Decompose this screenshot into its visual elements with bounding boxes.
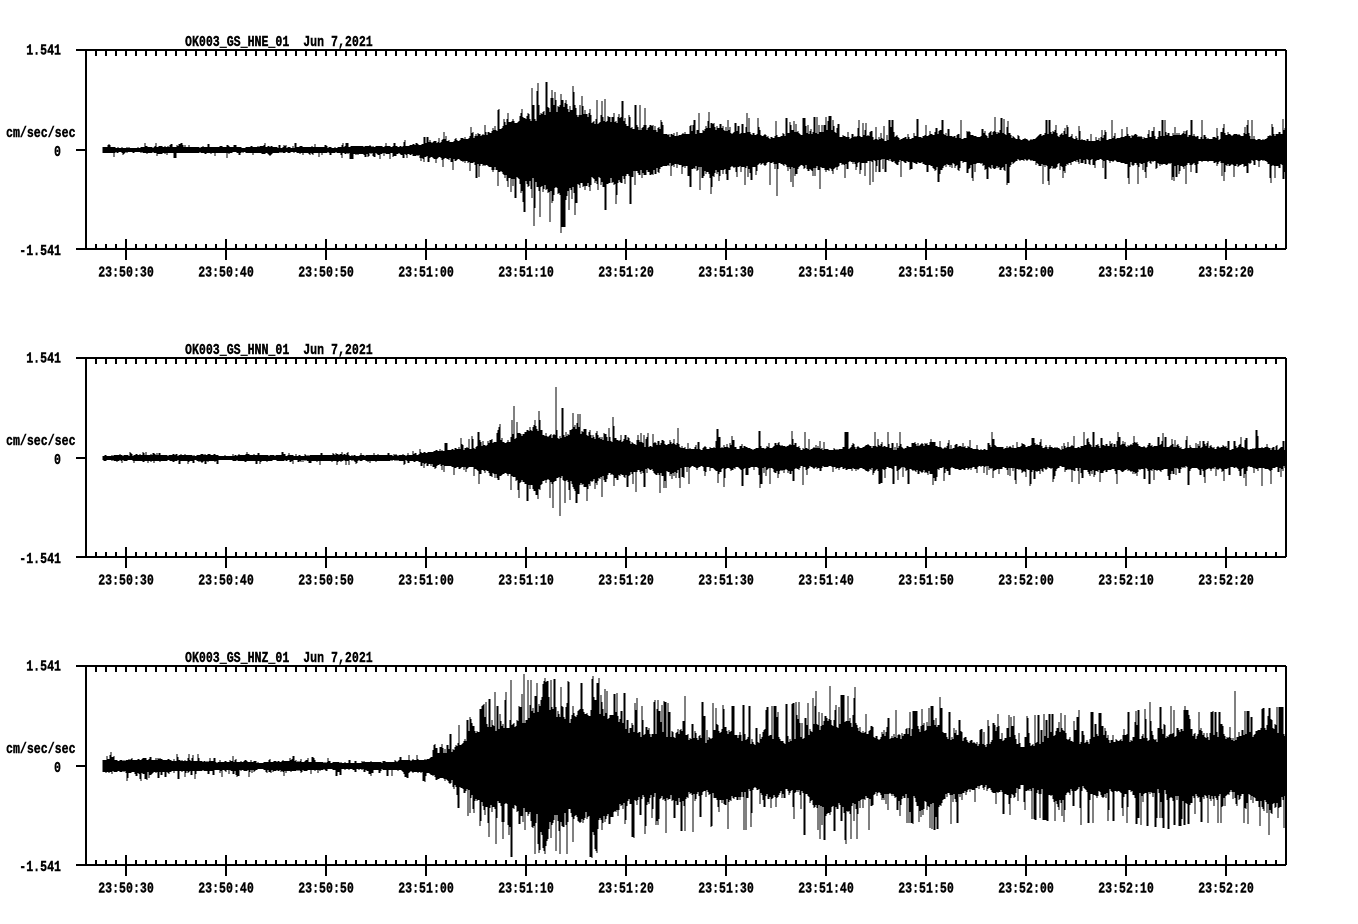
svg-text:1.541: 1.541 [26, 43, 61, 60]
svg-text:23:51:20: 23:51:20 [598, 573, 654, 590]
svg-text:23:51:20: 23:51:20 [598, 265, 654, 282]
svg-text:1.541: 1.541 [26, 659, 61, 676]
svg-text:23:52:10: 23:52:10 [1098, 265, 1154, 282]
svg-text:23:50:30: 23:50:30 [98, 265, 154, 282]
svg-text:23:52:20: 23:52:20 [1198, 573, 1254, 590]
svg-text:OK003_GS_HNZ_01 Jun 7,2021: OK003_GS_HNZ_01 Jun 7,2021 [185, 651, 373, 668]
svg-text:23:52:10: 23:52:10 [1098, 573, 1154, 590]
svg-text:0: 0 [54, 761, 61, 778]
svg-text:23:51:00: 23:51:00 [398, 573, 454, 590]
svg-text:0: 0 [54, 145, 61, 162]
svg-text:cm/sec/sec: cm/sec/sec [6, 126, 76, 143]
svg-text:23:50:40: 23:50:40 [198, 573, 254, 590]
svg-text:23:50:50: 23:50:50 [298, 881, 354, 898]
svg-text:23:52:00: 23:52:00 [998, 265, 1054, 282]
svg-text:23:51:30: 23:51:30 [698, 573, 754, 590]
svg-text:23:51:50: 23:51:50 [898, 265, 954, 282]
svg-text:23:50:40: 23:50:40 [198, 881, 254, 898]
svg-text:1.541: 1.541 [26, 351, 61, 368]
svg-text:23:52:00: 23:52:00 [998, 573, 1054, 590]
svg-text:-1.541: -1.541 [19, 244, 61, 261]
svg-text:23:51:30: 23:51:30 [698, 881, 754, 898]
svg-text:-1.541: -1.541 [19, 860, 61, 877]
svg-text:23:51:20: 23:51:20 [598, 881, 654, 898]
svg-text:23:51:30: 23:51:30 [698, 265, 754, 282]
svg-text:23:50:50: 23:50:50 [298, 573, 354, 590]
svg-text:23:51:00: 23:51:00 [398, 265, 454, 282]
svg-text:cm/sec/sec: cm/sec/sec [6, 434, 76, 451]
svg-text:OK003_GS_HNN_01 Jun 7,2021: OK003_GS_HNN_01 Jun 7,2021 [185, 343, 373, 360]
svg-text:23:52:10: 23:52:10 [1098, 881, 1154, 898]
svg-text:23:51:50: 23:51:50 [898, 881, 954, 898]
svg-text:23:51:40: 23:51:40 [798, 881, 854, 898]
svg-text:23:51:40: 23:51:40 [798, 265, 854, 282]
svg-text:23:51:50: 23:51:50 [898, 573, 954, 590]
svg-text:0: 0 [54, 453, 61, 470]
svg-text:OK003_GS_HNE_01 Jun 7,2021: OK003_GS_HNE_01 Jun 7,2021 [185, 35, 373, 52]
svg-text:23:52:20: 23:52:20 [1198, 265, 1254, 282]
svg-text:23:52:20: 23:52:20 [1198, 881, 1254, 898]
svg-text:23:51:00: 23:51:00 [398, 881, 454, 898]
svg-text:-1.541: -1.541 [19, 552, 61, 569]
svg-text:23:51:10: 23:51:10 [498, 881, 554, 898]
svg-text:23:51:10: 23:51:10 [498, 265, 554, 282]
svg-text:23:52:00: 23:52:00 [998, 881, 1054, 898]
svg-text:23:50:40: 23:50:40 [198, 265, 254, 282]
svg-text:23:51:40: 23:51:40 [798, 573, 854, 590]
svg-text:23:50:50: 23:50:50 [298, 265, 354, 282]
svg-text:23:50:30: 23:50:30 [98, 573, 154, 590]
svg-text:23:50:30: 23:50:30 [98, 881, 154, 898]
svg-text:23:51:10: 23:51:10 [498, 573, 554, 590]
svg-text:cm/sec/sec: cm/sec/sec [6, 742, 76, 759]
